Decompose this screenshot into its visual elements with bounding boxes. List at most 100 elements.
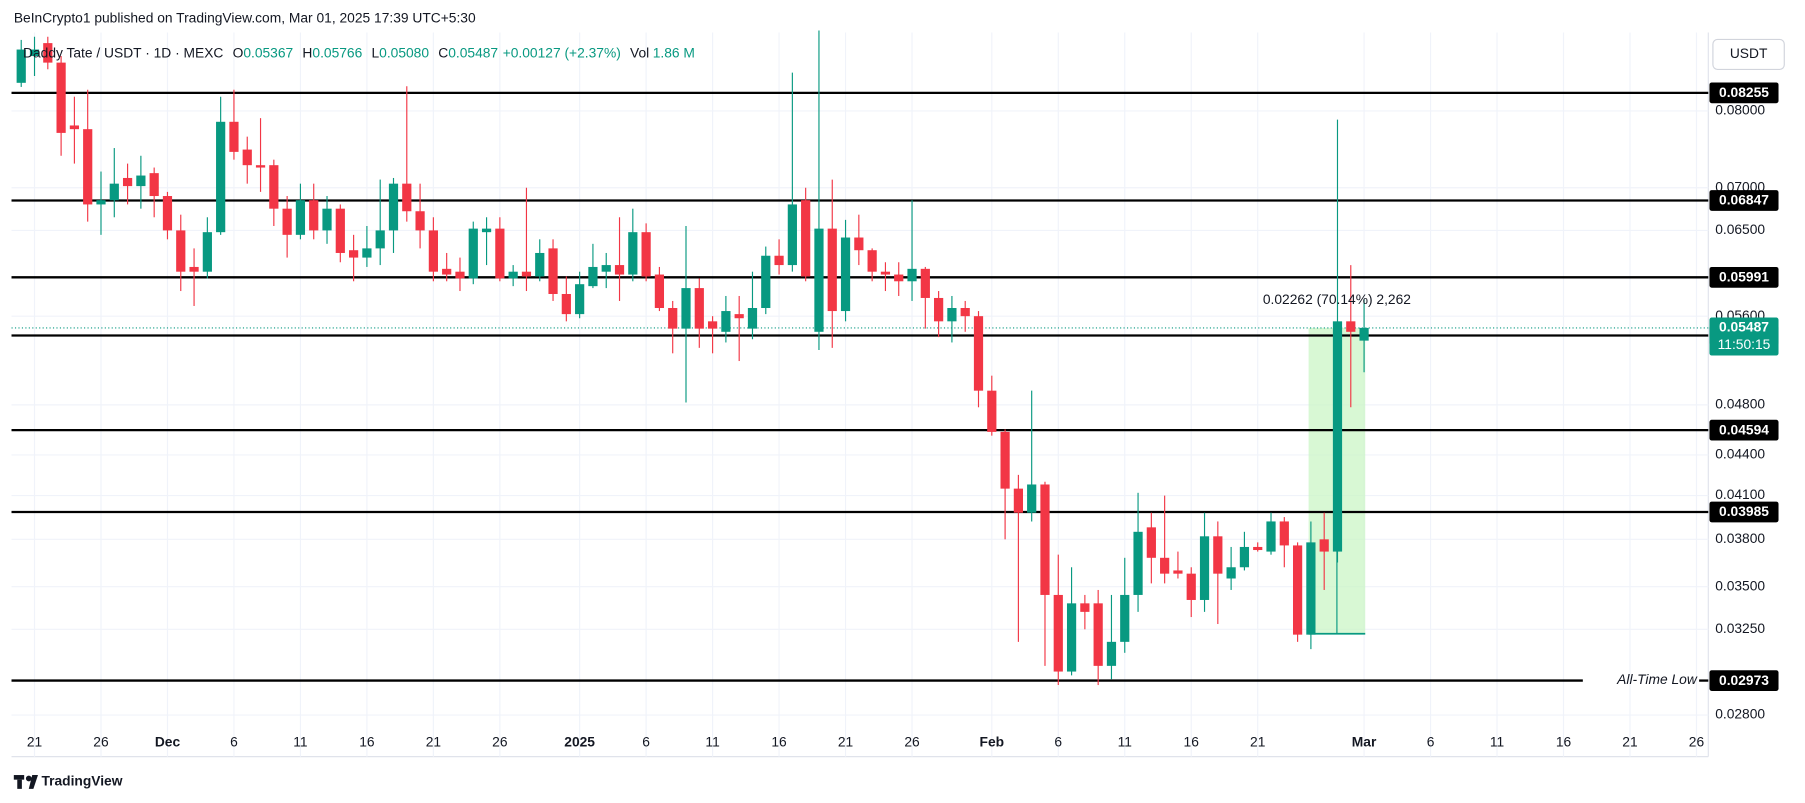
candle-body (69, 125, 80, 130)
candle-body (375, 230, 385, 249)
y-tick-label: 0.03500 (1715, 577, 1765, 593)
candle-body (561, 293, 571, 315)
candle-body (641, 232, 651, 277)
candle-body (1292, 545, 1303, 635)
candle-body (216, 121, 226, 233)
candle-body (442, 268, 452, 275)
candle-body (269, 165, 279, 209)
candle-body (1133, 531, 1143, 595)
candle-body (189, 266, 199, 272)
candle-body (1319, 539, 1329, 552)
ohlc-value: 0.05766 (312, 44, 362, 60)
x-tick-label: Feb (980, 733, 1005, 749)
candle-body (402, 183, 412, 212)
level-label: 0.08255 (1719, 84, 1769, 100)
candle-body (601, 265, 611, 272)
logo-stem (17, 779, 22, 789)
published-note: BeInCrypto1 published on TradingView.com… (14, 9, 476, 25)
candle-body (628, 232, 638, 275)
candle-body (747, 308, 758, 329)
y-tick-label: 0.03800 (1715, 530, 1765, 546)
candle-body (176, 230, 186, 272)
level-label-bg (1709, 419, 1779, 441)
y-tick-label: 0.04800 (1715, 396, 1765, 412)
candle-body (1266, 521, 1276, 552)
candle-body (721, 311, 731, 332)
ohlc-label: L (371, 44, 379, 60)
x-tick-label: 21 (838, 733, 853, 749)
candle-body (468, 228, 478, 279)
candle-body (548, 248, 558, 294)
candle-body (322, 208, 332, 231)
ohlc-value: 0.05487 (448, 44, 498, 60)
vol-value: 1.86 M (653, 44, 695, 60)
level-note: All-Time Low (1616, 671, 1698, 687)
x-tick-label: 26 (93, 733, 109, 749)
candle-body (840, 237, 851, 312)
candle-body (1053, 594, 1063, 672)
currency-button[interactable] (1712, 38, 1785, 70)
candle-body (761, 255, 771, 309)
level-label: 0.04594 (1719, 421, 1769, 437)
candle-body (827, 228, 837, 312)
candle-body (614, 265, 625, 275)
candle-body (481, 228, 492, 233)
candle-body (734, 314, 744, 319)
level-label: 0.02973 (1719, 672, 1769, 688)
x-tick-label: 16 (1184, 733, 1200, 749)
candle-body (774, 255, 784, 266)
x-tick-label: 11 (1118, 733, 1132, 749)
candle-body (508, 271, 518, 279)
candle-body (814, 228, 824, 332)
y-tick-label: 0.04100 (1715, 486, 1765, 502)
level-label: 0.06847 (1719, 192, 1769, 208)
x-tick-label: 11 (1490, 733, 1504, 749)
candle-body (1199, 536, 1210, 600)
level-label-bg (1709, 501, 1779, 523)
candle-body (202, 232, 212, 272)
y-tick-label: 0.02800 (1715, 706, 1765, 722)
x-tick-label: 16 (771, 733, 787, 749)
candle-body (1306, 542, 1316, 635)
candle-body (1066, 603, 1077, 672)
x-tick-label: 6 (1054, 733, 1062, 749)
logo-slash (28, 775, 38, 789)
x-tick-label: 6 (230, 733, 238, 749)
level-label-bg (1709, 82, 1779, 104)
candle-body (521, 271, 532, 277)
candle-body (535, 252, 545, 277)
candle-body (1106, 641, 1117, 666)
candle-body (1093, 603, 1103, 666)
candle-body (1173, 570, 1183, 574)
candle-body (867, 250, 877, 272)
candle-body (335, 208, 345, 253)
candle-body (362, 248, 372, 258)
level-label-bg (1709, 266, 1779, 288)
candle-body (309, 200, 319, 231)
y-tick-label: 0.03250 (1715, 620, 1765, 636)
x-tick-label: 6 (642, 733, 650, 749)
x-tick-label: 11 (293, 733, 307, 749)
candle-body (388, 183, 399, 231)
footer-logo (13, 775, 38, 789)
candle-body (694, 288, 704, 329)
candle-body (149, 173, 159, 197)
y-tick-label: 0.06500 (1715, 221, 1765, 237)
x-tick-label: 16 (359, 733, 375, 749)
x-tick-label: 2025 (564, 733, 595, 749)
candle-body (495, 228, 505, 279)
candle-body (1120, 594, 1130, 642)
candle-body (1013, 488, 1023, 513)
candle-body (934, 297, 944, 322)
candle-body (1279, 521, 1289, 546)
currency[interactable]: USDT (1730, 45, 1768, 61)
candle-body (415, 211, 425, 231)
candle-body (1160, 557, 1170, 574)
candle-body (973, 316, 984, 391)
x-tick-label: Dec (155, 733, 181, 749)
current-price: 0.05487 (1719, 319, 1769, 335)
footer-brand: TradingView (41, 773, 122, 789)
x-tick-label: 26 (1689, 733, 1705, 749)
candle-body (455, 271, 465, 279)
current-price-bg (1709, 317, 1779, 356)
